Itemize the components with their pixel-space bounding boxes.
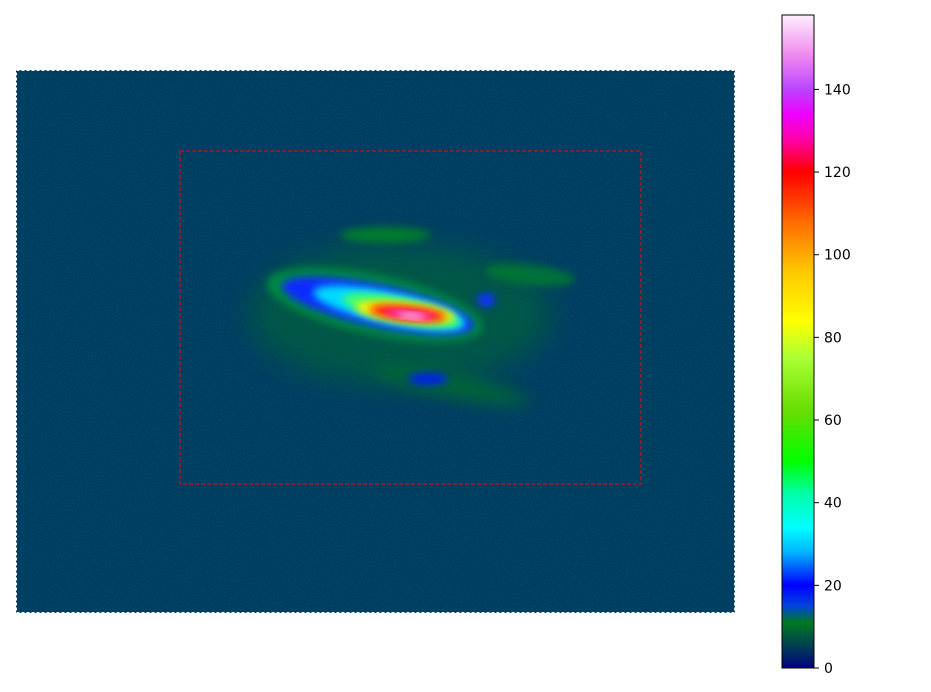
lower-streak <box>371 364 529 406</box>
colorbar-tick-label: 80 <box>824 330 842 346</box>
right-streak <box>485 263 575 287</box>
colorbar-tick-label: 140 <box>824 82 851 98</box>
colorbar-tick-label: 20 <box>824 578 842 594</box>
colorbar-tick-label: 40 <box>824 496 842 512</box>
colorbar-tick-label: 60 <box>824 413 842 429</box>
colorbar-tick-label: 0 <box>824 661 833 677</box>
upper-streak <box>340 227 430 243</box>
beam-layer-peak <box>397 312 426 319</box>
colorbar-outline <box>781 14 815 669</box>
colorbar-tick-label: 120 <box>824 165 851 181</box>
colorbar-tick-label: 100 <box>824 248 851 264</box>
colorbar-ticks: 0 20 40 60 80 100 120 140 <box>814 82 851 677</box>
roi-rectangle <box>179 150 642 485</box>
colorbar-fill <box>782 15 814 668</box>
right-blob <box>477 293 495 307</box>
heatmap-image <box>16 70 735 613</box>
lower-blob <box>408 373 448 385</box>
colorbar: 0 20 40 60 80 100 120 140 <box>781 14 851 677</box>
